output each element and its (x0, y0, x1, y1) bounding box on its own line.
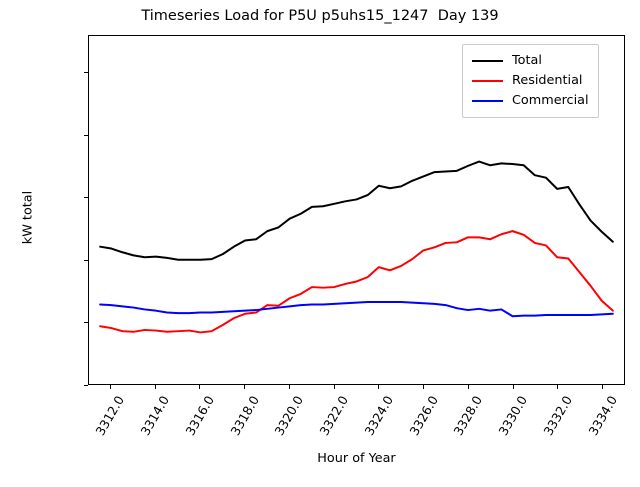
x-axis-tick-mark (378, 385, 380, 389)
x-axis-tick-mark (333, 385, 335, 389)
y-axis-tick-mark (84, 384, 88, 386)
y-axis-label: kW total (20, 190, 36, 245)
legend-item: Commercial (472, 91, 589, 111)
x-axis-tick-mark (288, 385, 290, 389)
x-axis-tick-mark (244, 385, 246, 389)
legend-color-swatch (472, 60, 503, 62)
y-axis-tick-mark (84, 197, 88, 199)
chart-title: Timeseries Load for P5U p5uhs15_1247 Day… (141, 8, 499, 24)
chart-legend: Total Residential Commercial (462, 44, 599, 118)
legend-label: Total (512, 52, 542, 68)
x-axis-tick-mark (467, 385, 469, 389)
legend-color-swatch (472, 80, 503, 82)
x-axis-tick-mark (602, 385, 604, 389)
legend-label: Residential (512, 72, 583, 88)
x-axis-tick-mark (109, 385, 111, 389)
y-axis-tick-mark (84, 72, 88, 74)
series-line-commercial (99, 300, 614, 318)
y-axis-tick-mark (84, 259, 88, 261)
legend-item: Total (472, 51, 589, 71)
x-axis-label: Hour of Year (317, 451, 396, 466)
series-line-total (99, 160, 614, 261)
legend-label: Commercial (512, 92, 589, 108)
x-axis-tick-mark (512, 385, 514, 389)
series-line-residential (99, 230, 614, 334)
x-axis-tick-mark (199, 385, 201, 389)
y-axis-tick-mark (84, 134, 88, 136)
x-axis-tick-mark (423, 385, 425, 389)
legend-item: Residential (472, 71, 589, 91)
x-axis-tick-mark (154, 385, 156, 389)
x-axis-tick-mark (557, 385, 559, 389)
legend-color-swatch (472, 100, 503, 102)
plot-lines (99, 160, 614, 334)
y-axis-tick-mark (84, 322, 88, 324)
